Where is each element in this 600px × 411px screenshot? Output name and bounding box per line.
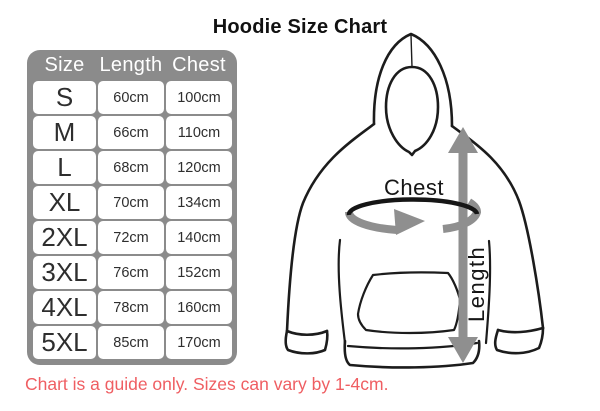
chest-cell: 152cm (166, 256, 232, 289)
chest-cell: 134cm (166, 186, 232, 219)
size-cell: XL (33, 186, 96, 219)
chest-cell: 100cm (166, 81, 232, 114)
length-arrow-up-head (448, 127, 478, 153)
size-table-body: S 60cm 100cm M 66cm 110cm L 68cm 120cm XL 70cm 134c… (33, 81, 232, 359)
size-cell: S (33, 81, 96, 114)
size-cell: 3XL (33, 256, 96, 289)
column-header-size: Size (44, 54, 85, 76)
chest-arrow-head (394, 209, 425, 235)
chest-cell: 140cm (166, 221, 232, 254)
size-cell: 5XL (33, 326, 96, 359)
length-arrow-down-head (448, 337, 478, 363)
size-cell: 4XL (33, 291, 96, 324)
length-cell: 68cm (98, 151, 164, 184)
column-header-chest: Chest (172, 54, 226, 76)
chest-cell: 120cm (166, 151, 232, 184)
hood-seam-line (410, 34, 413, 68)
size-cell: 2XL (33, 221, 96, 254)
chest-tape-top-arc (346, 197, 480, 216)
chest-cell: 170cm (166, 326, 232, 359)
length-cell: 76cm (98, 256, 164, 289)
length-cell: 66cm (98, 116, 164, 149)
chest-cell: 110cm (166, 116, 232, 149)
length-label: Length (464, 246, 489, 322)
size-cell: L (33, 151, 96, 184)
size-cell: M (33, 116, 96, 149)
column-header-length: Length (99, 54, 163, 76)
length-cell: 85cm (98, 326, 164, 359)
chest-label: Chest (384, 175, 444, 200)
length-cell: 70cm (98, 186, 164, 219)
hoodie-diagram: Chest Length (284, 32, 545, 369)
length-cell: 60cm (98, 81, 164, 114)
size-table: Size Length Chest S 60cm 100cm M 66cm 110cm L 6… (27, 50, 237, 365)
chest-cell: 160cm (166, 291, 232, 324)
pocket-outline (356, 271, 462, 335)
disclaimer-note: Chart is a guide only. Sizes can vary by… (25, 374, 389, 394)
length-cell: 78cm (98, 291, 164, 324)
length-cell: 72cm (98, 221, 164, 254)
page-title: Hoodie Size Chart (212, 16, 388, 38)
length-arrow (448, 127, 478, 363)
size-table-header: Size Length Chest (33, 50, 231, 81)
chest-measure-arrow (345, 197, 482, 235)
